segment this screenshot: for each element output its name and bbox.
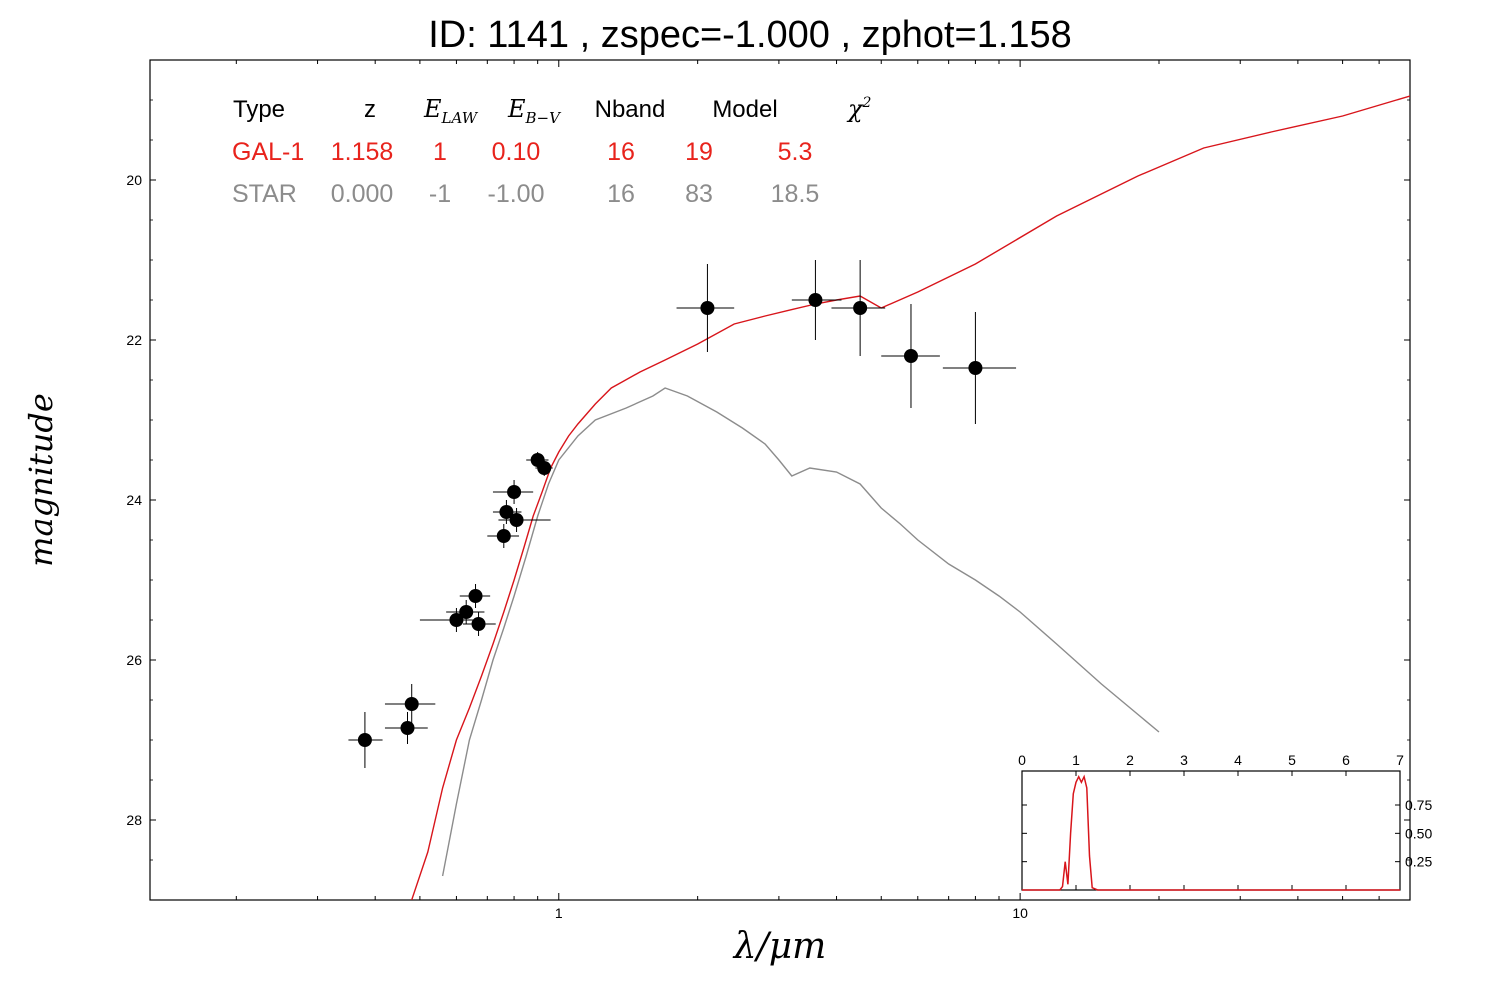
table-cell-model: 19 xyxy=(685,138,713,166)
y-tick-label: 24 xyxy=(126,492,142,508)
table-cell-chi2: 5.3 xyxy=(778,138,813,166)
x-axis-label: λ/μm xyxy=(732,926,826,967)
table-cell-chi2: 18.5 xyxy=(771,180,820,208)
data-point xyxy=(459,605,474,619)
y-tick-label: 28 xyxy=(126,812,142,828)
table-cell-ebv: 0.10 xyxy=(492,138,541,166)
x-tick-label: 10 xyxy=(1012,905,1028,921)
galaxy-model-line xyxy=(411,95,1410,900)
table-header-elaw: ELAW xyxy=(423,95,479,127)
y-tick-label: 26 xyxy=(126,652,142,668)
inset-frame xyxy=(1021,770,1401,891)
plot-frame xyxy=(149,59,1411,901)
inset-y-tick-label: 0.75 xyxy=(1405,797,1432,813)
table-header-chi2: χ2 xyxy=(846,95,872,123)
table-cell-elaw: 1 xyxy=(433,138,447,166)
data-point xyxy=(968,361,983,375)
data-point xyxy=(499,505,514,519)
data-point xyxy=(449,613,464,627)
inset-x-tick-label: 3 xyxy=(1180,752,1188,768)
data-point xyxy=(853,301,868,315)
inset-pdf-line xyxy=(1022,774,1400,891)
data-point xyxy=(468,589,483,603)
table-cell-elaw: -1 xyxy=(429,180,451,208)
data-point xyxy=(496,529,511,543)
table-cell-model: 83 xyxy=(685,180,713,208)
table-cell-type: STAR xyxy=(232,180,297,208)
inset-x-tick-label: 5 xyxy=(1288,752,1296,768)
inset-x-tick-label: 4 xyxy=(1234,752,1242,768)
inset-y-tick-label: 0.50 xyxy=(1405,825,1432,841)
data-point xyxy=(700,301,715,315)
x-tick-label: 1 xyxy=(555,905,563,921)
data-point xyxy=(400,721,415,735)
data-point xyxy=(903,349,918,363)
data-point xyxy=(471,617,486,631)
y-tick-label: 22 xyxy=(126,332,142,348)
table-cell-nband: 16 xyxy=(607,138,635,166)
y-axis-label: magnitude xyxy=(22,393,60,567)
table-cell-ebv: -1.00 xyxy=(488,180,545,208)
table-header-ebv: EB−V xyxy=(507,95,562,127)
y-tick-label: 20 xyxy=(126,172,142,188)
inset-x-tick-label: 7 xyxy=(1396,752,1404,768)
star-model-line xyxy=(441,387,1160,877)
data-point xyxy=(509,513,524,527)
inset-x-tick-label: 2 xyxy=(1126,752,1134,768)
data-point xyxy=(808,293,823,307)
inset-x-tick-label: 0 xyxy=(1018,752,1026,768)
table-header-z: z xyxy=(364,96,376,123)
table-header-model: Model xyxy=(712,96,777,123)
table-header-nband: Nband xyxy=(595,96,666,123)
data-point xyxy=(507,485,522,499)
data-point xyxy=(404,697,419,711)
chart-title: ID: 1141 , zspec=-1.000 , zphot=1.158 xyxy=(428,14,1072,56)
data-point xyxy=(537,461,552,475)
table-cell-nband: 16 xyxy=(607,180,635,208)
inset-x-tick-label: 1 xyxy=(1072,752,1080,768)
inset-y-tick-label: 0.25 xyxy=(1405,854,1432,870)
inset-x-tick-label: 6 xyxy=(1342,752,1350,768)
table-header-type: Type xyxy=(233,96,285,123)
table-cell-z: 1.158 xyxy=(331,138,394,166)
table-cell-z: 0.000 xyxy=(331,180,394,208)
table-cell-type: GAL-1 xyxy=(232,138,304,166)
data-point xyxy=(357,733,372,747)
